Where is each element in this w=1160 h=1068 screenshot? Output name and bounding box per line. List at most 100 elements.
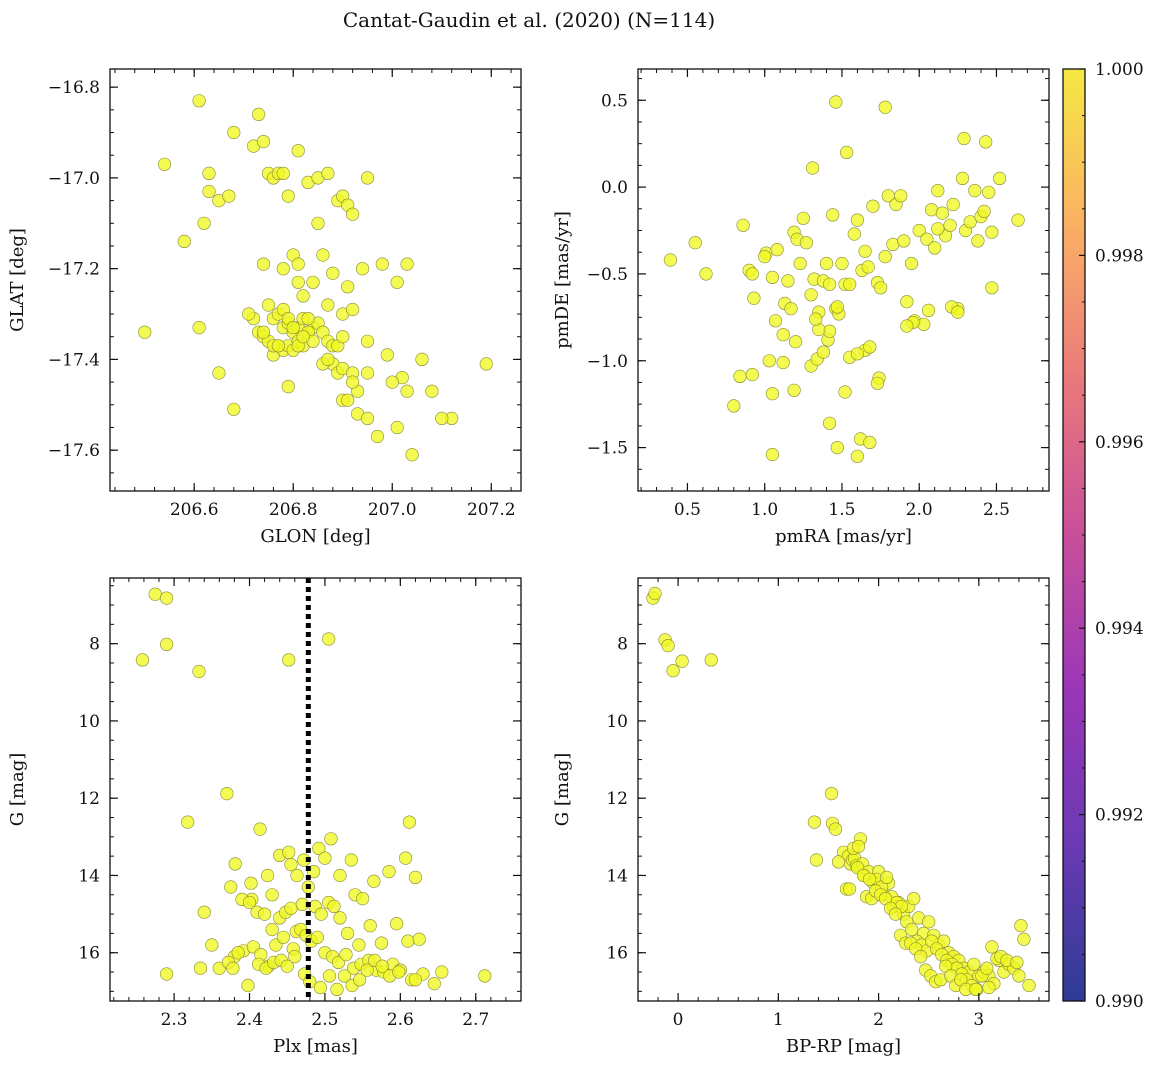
data-point (822, 416, 837, 430)
data-point (276, 262, 290, 276)
data-point (661, 638, 675, 653)
data-point (160, 637, 174, 652)
colorbar: 0.990 0.992 0.994 0.996 0.998 1.000 (1062, 60, 1144, 1012)
data-point (333, 868, 347, 883)
data-point (326, 266, 340, 280)
data-point (374, 936, 389, 950)
data-point (922, 915, 936, 929)
data-point (765, 387, 780, 401)
data-point (1010, 955, 1024, 970)
data-point (793, 256, 807, 271)
data-point (992, 171, 1007, 185)
data-point (360, 171, 375, 185)
data-point (781, 274, 795, 288)
data-point (776, 355, 790, 370)
data-point (866, 199, 880, 213)
y-tick-label: 0.0 (601, 178, 628, 198)
axes-frame (109, 577, 522, 1002)
data-point (284, 857, 298, 872)
y-tick-label: 16 (606, 944, 628, 964)
y-tick-label: 0.5 (601, 91, 628, 111)
x-tick-label: 2.0 (906, 500, 933, 520)
data-point (339, 947, 353, 962)
data-point (980, 961, 994, 975)
y-tick-label: 14 (606, 866, 628, 886)
data-point (935, 206, 950, 220)
data-point (1014, 919, 1028, 933)
data-point (967, 957, 981, 971)
data-point (261, 868, 275, 883)
data-point (862, 872, 877, 886)
data-point (286, 321, 300, 335)
colorbar-tick-label: 0.990 (1095, 992, 1144, 1012)
data-point (688, 236, 702, 250)
colorbar-gradient (1062, 68, 1086, 1002)
data-point (212, 366, 226, 380)
y-tick-label: −1.5 (587, 439, 628, 459)
data-point (360, 963, 374, 977)
data-point (224, 880, 238, 894)
data-point (733, 369, 747, 384)
data-point (322, 969, 337, 983)
data-point (291, 275, 305, 289)
x-axis-label: pmRA [mas/yr] (775, 526, 912, 547)
data-point (402, 815, 417, 829)
data-point (982, 185, 996, 199)
data-point (296, 330, 310, 344)
data-point (192, 321, 206, 335)
colorbar-tick-label: 1.000 (1095, 60, 1144, 80)
data-point (346, 302, 360, 317)
x-tick-label: 2.3 (161, 1010, 188, 1030)
axes-frame (637, 577, 1050, 1002)
data-point (863, 435, 877, 450)
data-point (826, 208, 840, 222)
data-point (192, 664, 206, 679)
data-point (226, 961, 240, 975)
data-point (370, 429, 385, 444)
data-point (861, 260, 875, 274)
data-point (192, 94, 206, 108)
data-point (242, 895, 257, 910)
data-point (878, 100, 892, 114)
data-point (205, 938, 219, 952)
data-point (762, 354, 776, 368)
data-point (242, 307, 256, 321)
data-point (946, 197, 960, 212)
data-point (390, 420, 404, 435)
data-point (912, 223, 926, 238)
x-tick-label: 2.5 (311, 1010, 338, 1030)
data-point (663, 253, 678, 267)
data-point (288, 949, 302, 964)
points-pmra-pmde (663, 95, 1025, 463)
y-tick-label: −0.5 (587, 265, 628, 285)
colorbar-tick-label: 0.996 (1095, 433, 1144, 453)
data-point (400, 257, 414, 271)
data-point (850, 347, 865, 361)
data-point (400, 384, 414, 398)
data-point (261, 298, 276, 312)
data-point (227, 402, 241, 416)
data-point (258, 907, 272, 921)
data-point (353, 973, 367, 987)
data-point (344, 853, 358, 867)
x-tick-label: 206.6 (170, 500, 219, 520)
data-point (850, 213, 865, 227)
data-point (360, 334, 375, 348)
data-point (271, 339, 286, 353)
data-point (281, 189, 295, 203)
data-point (745, 368, 759, 382)
data-point (392, 965, 406, 979)
data-point (839, 145, 854, 159)
data-point (985, 281, 999, 295)
data-point (135, 653, 149, 667)
data-point (479, 357, 493, 371)
x-tick-label: 0.5 (674, 500, 701, 520)
data-point (894, 189, 908, 203)
x-tick-label: 1.0 (751, 500, 778, 520)
data-point (838, 385, 852, 399)
data-point (322, 632, 336, 646)
x-tick-label: 206.8 (269, 500, 318, 520)
data-point (928, 241, 942, 255)
panel-glon-glat: 206.6 206.8 207.0 207.2 −16.8 −17.0 −17.2 −17.4… (7, 68, 522, 547)
